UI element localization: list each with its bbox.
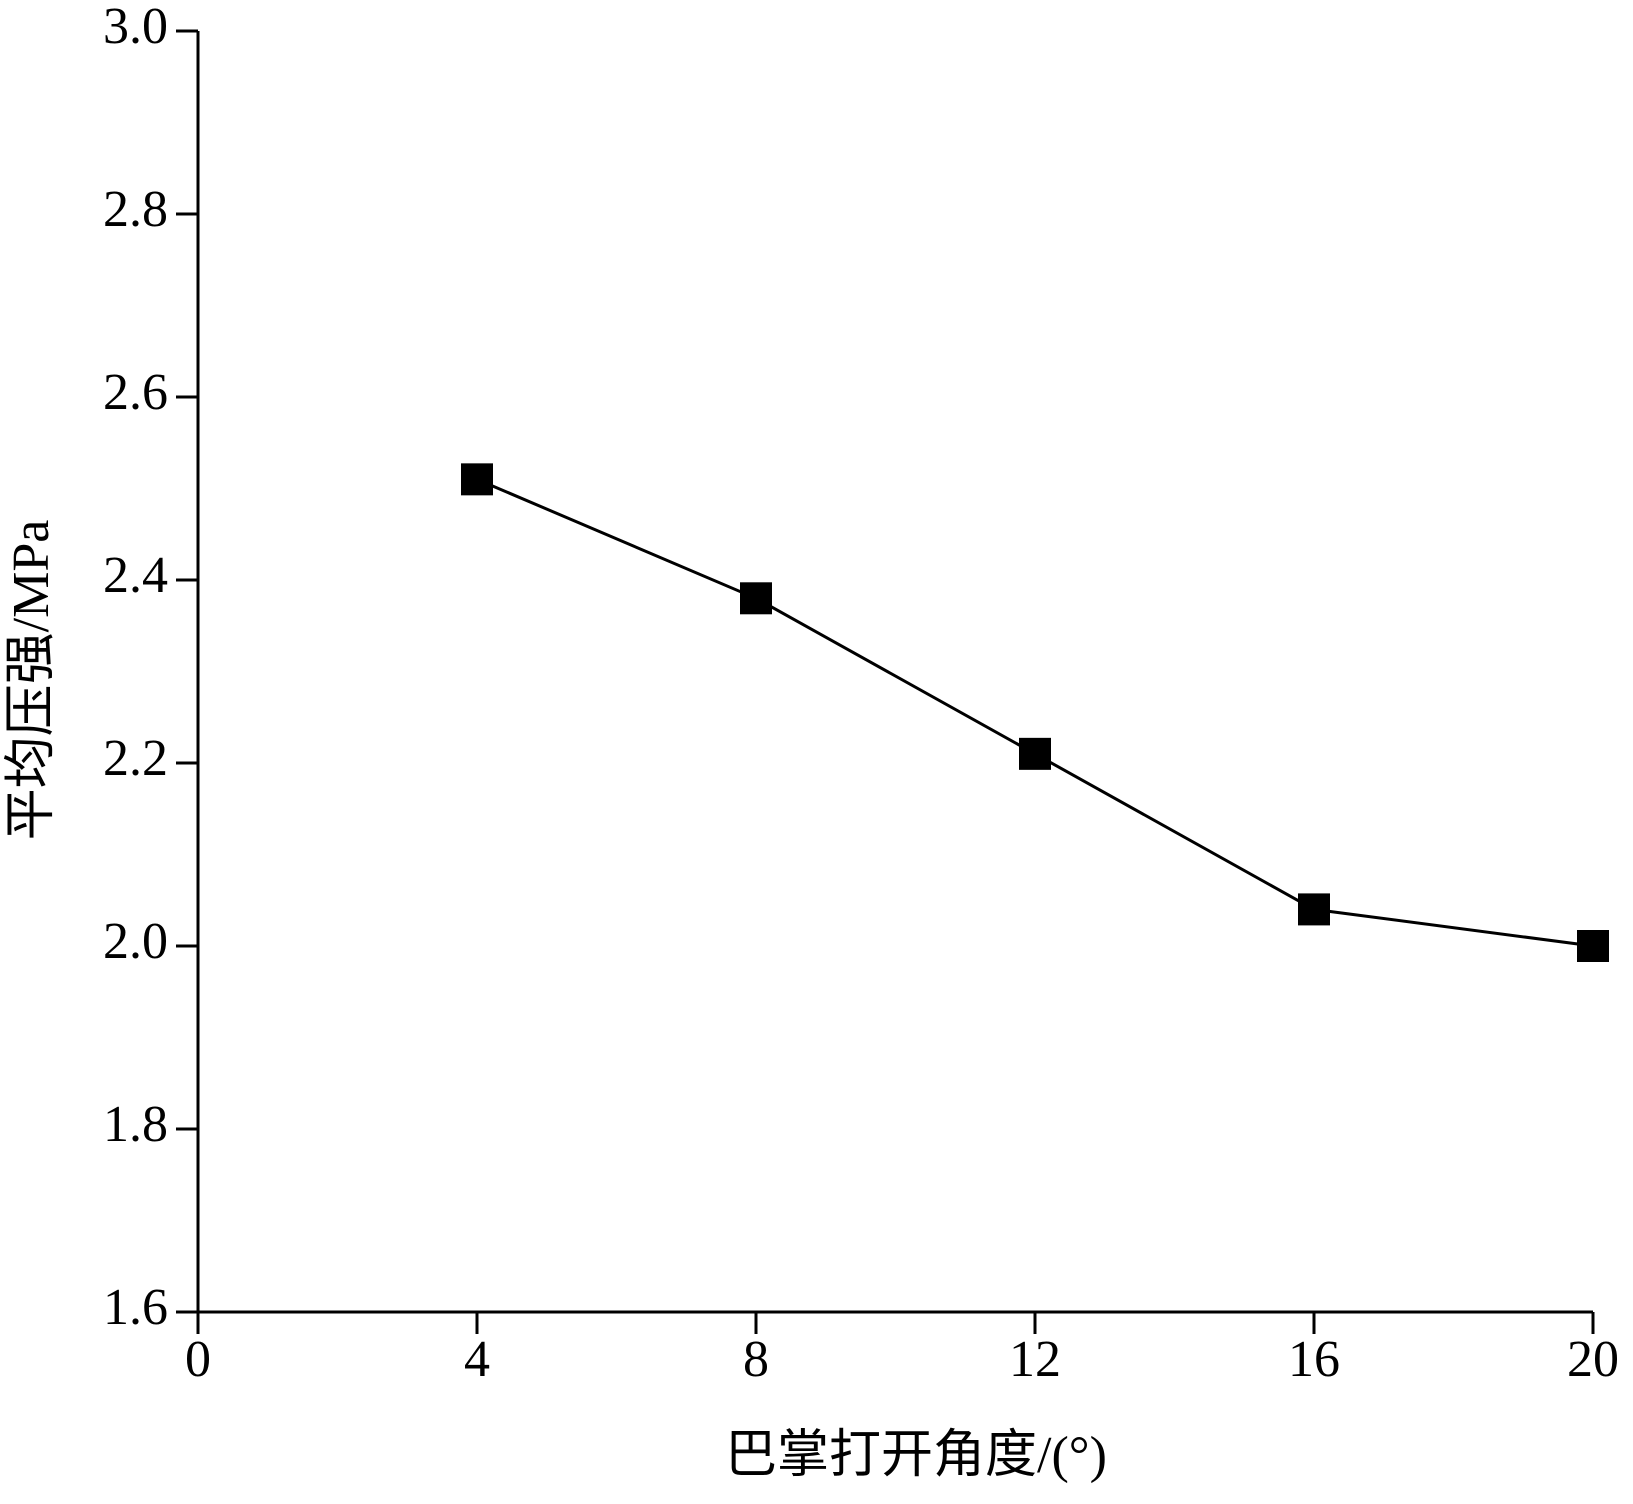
marker xyxy=(1577,930,1609,962)
y-tick-label: 2.8 xyxy=(103,181,168,238)
x-tick-label: 0 xyxy=(185,1331,211,1388)
y-axis-label: 平均压强/MPa xyxy=(3,520,60,841)
marker xyxy=(740,582,772,615)
line xyxy=(476,477,1594,948)
y-tick-label: 2.0 xyxy=(103,913,168,970)
x-tick-label: 20 xyxy=(1567,1331,1619,1388)
x-axis-label: 巴掌打开角度/(°) xyxy=(725,1427,1107,1484)
x-tick-label: 16 xyxy=(1288,1331,1340,1388)
y-tick-label: 1.8 xyxy=(103,1096,168,1153)
y-tick-label: 3.0 xyxy=(103,0,168,55)
marker xyxy=(1298,893,1330,926)
y-tick-label: 1.6 xyxy=(103,1279,168,1336)
x-tick-label: 8 xyxy=(743,1331,769,1388)
y-tick-label: 2.6 xyxy=(103,364,168,421)
marker xyxy=(1019,737,1051,770)
marker xyxy=(461,463,493,496)
x-tick-label: 4 xyxy=(464,1331,490,1388)
x-tick-label: 12 xyxy=(1009,1331,1061,1388)
y-tick-label: 2.2 xyxy=(103,730,168,787)
y-tick-label: 2.4 xyxy=(103,547,168,604)
